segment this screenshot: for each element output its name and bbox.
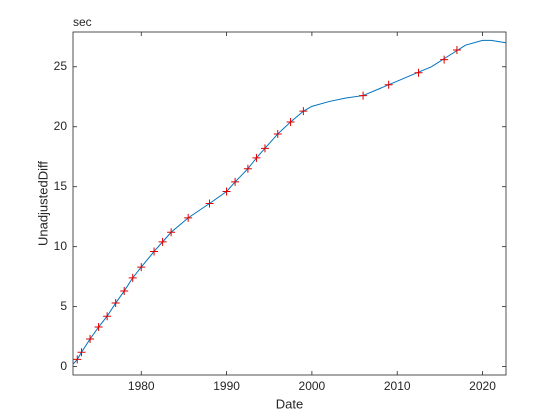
y-tick-label: 10 — [54, 239, 68, 253]
y-tick-label: 5 — [60, 299, 67, 313]
marker — [184, 213, 193, 222]
marker — [167, 228, 176, 237]
marker — [359, 91, 368, 100]
marker — [273, 129, 282, 138]
y-tick-label: 25 — [54, 59, 68, 73]
marker — [243, 164, 252, 173]
y-tick-label: 20 — [54, 119, 68, 133]
marker — [286, 117, 295, 126]
marker — [452, 45, 461, 54]
marker — [205, 199, 214, 208]
marker — [150, 247, 159, 256]
marker — [103, 312, 112, 321]
marker — [86, 335, 95, 344]
x-tick-label: 2000 — [299, 379, 326, 393]
x-tick-label: 2010 — [384, 379, 411, 393]
marker — [137, 263, 146, 272]
y-axis-label: UnadjustedDiff — [35, 161, 50, 246]
marker — [94, 323, 103, 332]
marker — [384, 80, 393, 89]
marker — [231, 177, 240, 186]
x-tick-label: 1980 — [128, 379, 155, 393]
y-tick-label: 15 — [54, 179, 68, 193]
marker — [252, 153, 261, 162]
marker — [222, 187, 231, 196]
x-tick-label: 2020 — [469, 379, 496, 393]
marker — [158, 237, 167, 246]
marker — [260, 144, 269, 153]
marker — [77, 348, 86, 357]
marker — [440, 55, 449, 64]
marker — [414, 68, 423, 77]
x-tick-label: 1990 — [213, 379, 240, 393]
x-axis-label: Date — [276, 396, 303, 411]
marker — [73, 355, 82, 364]
unit-label: sec — [73, 15, 92, 29]
marker — [111, 299, 120, 308]
marker — [299, 107, 308, 116]
marker — [128, 273, 137, 282]
plot-area — [72, 31, 507, 376]
marker — [120, 287, 129, 296]
y-tick-label: 0 — [60, 359, 67, 373]
